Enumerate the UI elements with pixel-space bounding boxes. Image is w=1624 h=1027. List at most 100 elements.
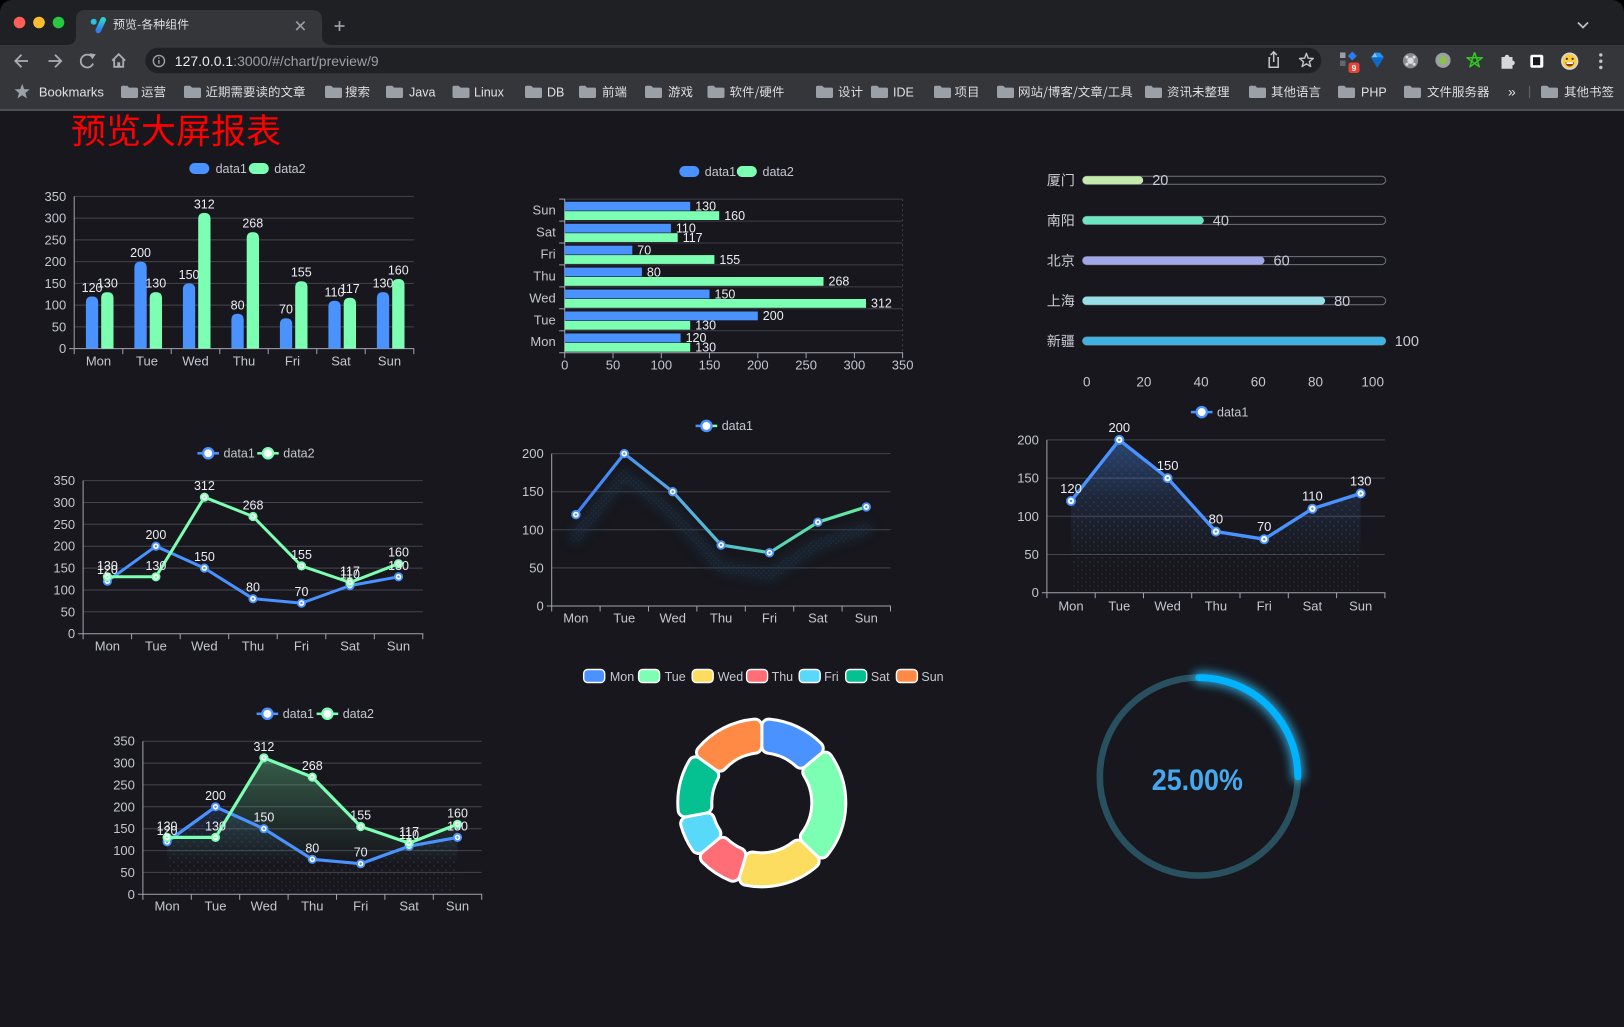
svg-text:150: 150 (253, 811, 274, 825)
svg-text:80: 80 (246, 581, 260, 595)
svg-text:268: 268 (302, 759, 323, 773)
svg-text:312: 312 (253, 740, 274, 754)
svg-text:data1: data1 (1217, 405, 1248, 419)
svg-text:130: 130 (97, 277, 118, 291)
svg-text:Sat: Sat (340, 639, 360, 654)
svg-text:70: 70 (279, 303, 293, 317)
svg-text:Wed: Wed (659, 611, 686, 626)
svg-text:117: 117 (683, 231, 703, 245)
svg-text:80: 80 (305, 841, 319, 855)
svg-text:130: 130 (97, 559, 118, 573)
svg-text:70: 70 (354, 846, 368, 860)
svg-text:20: 20 (1152, 173, 1168, 189)
svg-text:117: 117 (340, 565, 360, 579)
svg-text:80: 80 (647, 265, 661, 279)
svg-text:100: 100 (1361, 375, 1384, 390)
svg-text:Sat: Sat (331, 354, 351, 369)
svg-text:Sun: Sun (446, 899, 469, 914)
svg-text:Thu: Thu (242, 639, 264, 654)
svg-text:Fri: Fri (353, 899, 368, 914)
svg-text:120: 120 (97, 563, 118, 577)
svg-text:Fri: Fri (762, 611, 777, 626)
svg-text:Fri: Fri (824, 670, 839, 684)
svg-text:20: 20 (1136, 375, 1151, 390)
svg-text:Fri: Fri (1257, 599, 1272, 614)
svg-text:Wed: Wed (251, 899, 278, 914)
svg-text:Thu: Thu (710, 611, 732, 626)
svg-text:50: 50 (1024, 547, 1038, 562)
svg-text:160: 160 (388, 546, 409, 560)
svg-text:150: 150 (522, 484, 544, 499)
svg-text:Tue: Tue (136, 354, 158, 369)
svg-text:Thu: Thu (301, 899, 323, 914)
svg-text:Tue: Tue (665, 670, 686, 684)
svg-text:130: 130 (145, 277, 166, 291)
svg-text:100: 100 (53, 583, 75, 598)
svg-text:0: 0 (1032, 585, 1039, 600)
svg-text:250: 250 (113, 777, 135, 792)
svg-text:120: 120 (1060, 481, 1082, 496)
svg-text:Mon: Mon (86, 354, 111, 369)
svg-text:150: 150 (113, 821, 135, 836)
svg-text:200: 200 (205, 789, 226, 803)
svg-text:data2: data2 (763, 165, 794, 179)
svg-text:110: 110 (399, 828, 419, 842)
svg-text:Sun: Sun (387, 639, 410, 654)
svg-text:data1: data1 (216, 162, 247, 176)
svg-text:Mon: Mon (95, 639, 120, 654)
svg-text:350: 350 (892, 358, 914, 373)
svg-text:312: 312 (871, 297, 892, 311)
svg-text:200: 200 (1108, 420, 1130, 435)
svg-text:250: 250 (795, 358, 817, 373)
svg-text:130: 130 (388, 559, 409, 573)
svg-text:Sat: Sat (399, 899, 419, 914)
svg-text:data1: data1 (224, 447, 255, 461)
svg-text:Fri: Fri (541, 247, 556, 262)
svg-text:350: 350 (44, 189, 66, 204)
svg-text:120: 120 (686, 331, 707, 345)
svg-text:0: 0 (128, 887, 135, 902)
svg-text:40: 40 (1213, 213, 1229, 229)
svg-text:PHP: PHP (1361, 85, 1387, 99)
svg-text:200: 200 (747, 358, 769, 373)
svg-text:80: 80 (1209, 512, 1223, 527)
svg-text:Wed: Wed (1154, 599, 1181, 614)
svg-text:200: 200 (130, 246, 151, 260)
svg-text:data1: data1 (722, 419, 753, 433)
svg-text:Sat: Sat (1303, 599, 1323, 614)
svg-text:9: 9 (1352, 63, 1357, 73)
svg-text:Fri: Fri (294, 639, 309, 654)
svg-text:Mon: Mon (563, 611, 588, 626)
svg-text:Sun: Sun (533, 203, 556, 218)
svg-text:160: 160 (447, 806, 468, 820)
svg-text:DB: DB (547, 85, 564, 99)
svg-text:250: 250 (44, 232, 66, 247)
svg-text:250: 250 (53, 517, 75, 532)
svg-text:300: 300 (113, 756, 135, 771)
svg-text:200: 200 (763, 309, 784, 323)
svg-text:100: 100 (1395, 334, 1419, 350)
svg-text:200: 200 (145, 528, 166, 542)
svg-text:Linux: Linux (474, 85, 505, 99)
svg-text:155: 155 (719, 253, 740, 267)
svg-text:Sat: Sat (808, 611, 828, 626)
svg-text:300: 300 (844, 358, 866, 373)
svg-text:130: 130 (695, 200, 716, 214)
svg-text:Wed: Wed (191, 639, 218, 654)
svg-text:110: 110 (1302, 489, 1323, 504)
svg-text:150: 150 (179, 268, 200, 282)
svg-text:data2: data2 (274, 162, 305, 176)
svg-text:117: 117 (399, 825, 419, 839)
svg-text:120: 120 (82, 281, 103, 295)
svg-text:Sun: Sun (921, 670, 943, 684)
svg-text:50: 50 (52, 319, 66, 334)
svg-text:Thu: Thu (1205, 599, 1227, 614)
svg-text:130: 130 (695, 341, 716, 355)
svg-text:127.0.0.1:3000/#/chart/preview: 127.0.0.1:3000/#/chart/preview/9 (175, 53, 379, 69)
svg-text:120: 120 (157, 824, 178, 838)
svg-text:40: 40 (1194, 375, 1209, 390)
svg-text:50: 50 (606, 358, 620, 373)
svg-text:Tue: Tue (534, 312, 556, 327)
svg-text:0: 0 (561, 358, 568, 373)
svg-text:Mon: Mon (530, 334, 555, 349)
